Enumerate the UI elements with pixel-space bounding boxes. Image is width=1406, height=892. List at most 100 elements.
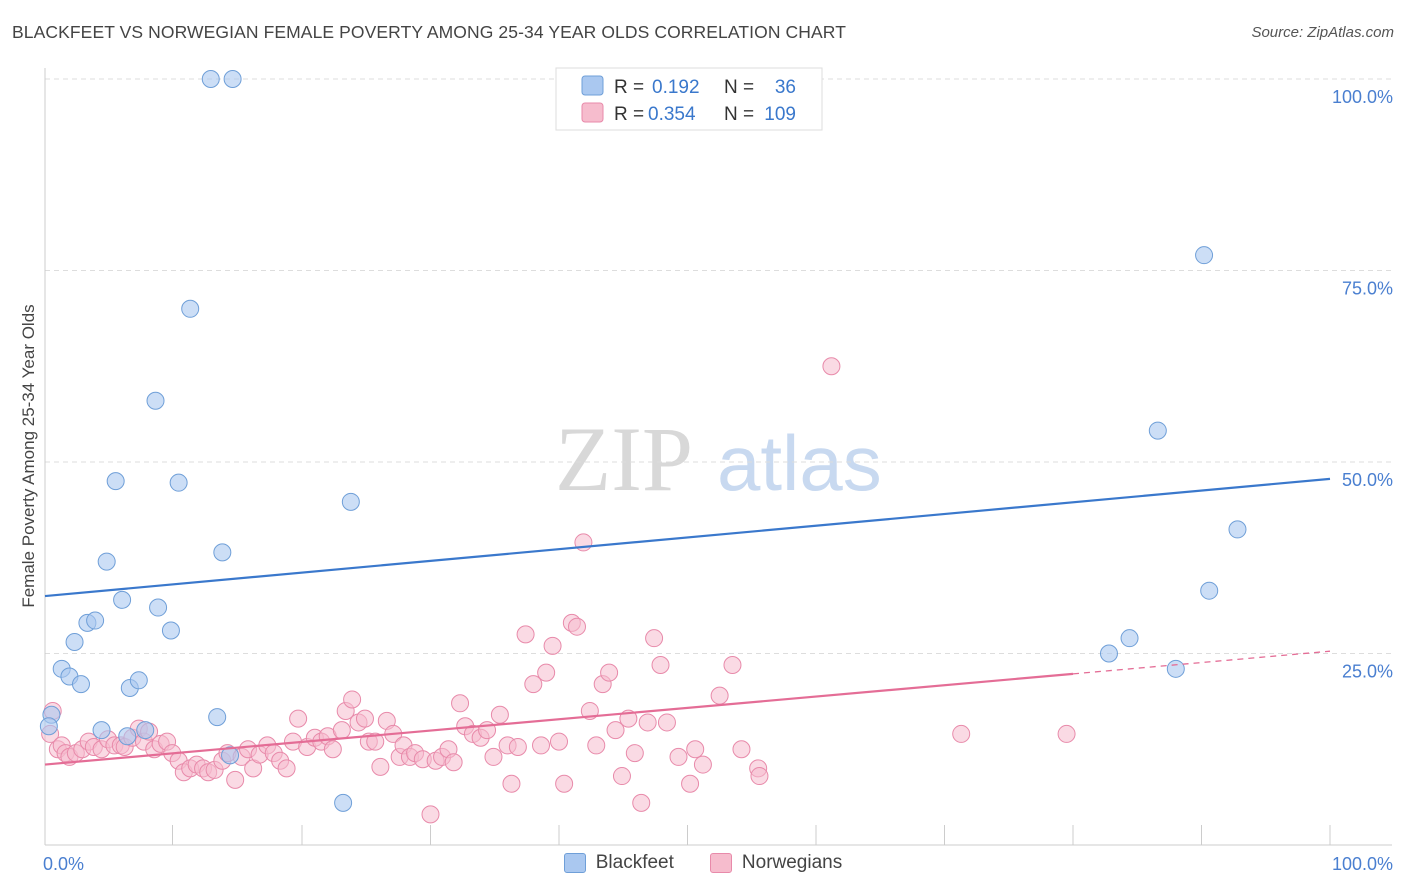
blackfeet-points: [39, 70, 1247, 812]
blackfeet-point: [118, 727, 137, 746]
source-label: Source: ZipAtlas.com: [1251, 24, 1394, 41]
blackfeet-point: [334, 793, 353, 812]
norwegians-point: [638, 713, 657, 732]
blackfeet-point: [1099, 644, 1118, 663]
norwegians-point: [651, 655, 670, 674]
legend-top-n-label-norwegians: N =: [724, 104, 754, 125]
y-axis-label: Female Poverty Among 25-34 Year Olds: [19, 304, 38, 607]
legend-top-r-label-blackfeet: R =: [614, 77, 644, 98]
norwegians-point: [366, 732, 385, 751]
norwegians-point: [732, 740, 751, 759]
blackfeet-point: [92, 721, 111, 740]
blackfeet-point: [86, 611, 105, 630]
norwegians-trend-line-extension: [1072, 650, 1331, 675]
norwegians-point: [371, 757, 390, 776]
legend-item-norwegians: Norwegians: [709, 852, 842, 874]
legend-top-swatch-norwegians: [581, 102, 604, 123]
blackfeet-point: [223, 70, 242, 88]
legend-top-n-value-norwegians: 109: [764, 104, 796, 125]
gridlines: [45, 78, 1392, 654]
norwegians-point: [686, 740, 705, 759]
norwegians-point: [537, 663, 556, 682]
x-tick-label-100: 100.0%: [1332, 854, 1393, 874]
norwegians-point: [343, 690, 362, 709]
norwegians-point: [723, 655, 742, 674]
norwegians-point: [524, 675, 543, 694]
blackfeet-point: [213, 543, 232, 562]
y-tick-label-100: 100.0%: [1332, 87, 1393, 107]
norwegians-point: [516, 625, 535, 644]
norwegians-point: [532, 736, 551, 755]
norwegians-point: [822, 357, 841, 376]
norwegians-point: [645, 629, 664, 648]
blackfeet-point: [1120, 629, 1139, 648]
blackfeet-point: [113, 590, 132, 609]
norwegians-point: [543, 636, 562, 655]
legend-item-blackfeet: Blackfeet: [563, 852, 674, 874]
y-tick-label-25: 25.0%: [1342, 662, 1393, 682]
norwegians-point: [1057, 724, 1076, 743]
blackfeet-point: [341, 492, 360, 511]
legend-swatch-norwegians: [709, 853, 732, 873]
y-tick-label-75: 75.0%: [1342, 279, 1393, 299]
blackfeet-point: [97, 552, 116, 571]
legend-swatch-blackfeet: [563, 853, 586, 873]
legend-top-swatch-blackfeet: [581, 75, 604, 96]
blackfeet-point: [1166, 659, 1185, 678]
norwegians-point: [332, 721, 351, 740]
legend-top-r-value-norwegians: 0.354: [648, 104, 696, 125]
watermark: ZIP atlas: [555, 408, 882, 510]
norwegians-point: [508, 737, 527, 756]
norwegians-point: [710, 686, 729, 705]
norwegians-point: [421, 805, 440, 824]
norwegians-point: [550, 732, 568, 751]
norwegians-point: [226, 770, 245, 789]
watermark-zip: ZIP: [555, 408, 693, 510]
norwegians-point: [681, 774, 700, 793]
blackfeet-point: [201, 70, 220, 88]
norwegians-point: [484, 747, 503, 766]
norwegians-point: [587, 736, 606, 755]
blackfeet-point: [1195, 246, 1214, 265]
norwegians-point: [567, 617, 586, 636]
norwegians-point: [632, 793, 651, 812]
legend-label-blackfeet: Blackfeet: [595, 852, 674, 873]
watermark-atlas: atlas: [717, 419, 882, 507]
legend-top-r-label-norwegians: R =: [614, 104, 644, 125]
norwegians-point: [750, 767, 769, 786]
legend-top-r-value-blackfeet: 0.192: [652, 77, 700, 98]
blackfeet-point: [1200, 581, 1219, 600]
x-tick-label-0: 0.0%: [43, 854, 84, 874]
norwegians-point: [277, 759, 296, 778]
norwegians-point: [555, 774, 574, 793]
blackfeet-point: [65, 633, 84, 652]
y-tick-label-50: 50.0%: [1342, 470, 1393, 490]
blackfeet-point: [149, 598, 168, 617]
trend-lines: [44, 477, 1331, 766]
norwegians-point: [693, 755, 712, 774]
norwegians-point: [625, 744, 644, 763]
norwegians-point: [612, 767, 631, 786]
norwegians-point: [502, 774, 521, 793]
blackfeet-point: [161, 621, 180, 640]
norwegians-point: [289, 709, 308, 728]
norwegians-point: [444, 753, 463, 772]
norwegians-point: [451, 694, 470, 713]
blackfeet-point: [208, 708, 227, 727]
norwegians-point: [669, 747, 688, 766]
blackfeet-point: [1228, 520, 1247, 539]
norwegians-point: [657, 713, 676, 732]
norwegians-point: [490, 705, 509, 724]
norwegians-trend-line: [44, 672, 1074, 766]
legend-bottom: Blackfeet Norwegians: [0, 852, 1406, 874]
blackfeet-point: [1148, 421, 1167, 440]
norwegians-point: [355, 709, 374, 728]
legend-top-n-value-blackfeet: 36: [775, 77, 796, 98]
norwegians-point: [606, 721, 625, 740]
blackfeet-point: [129, 671, 148, 690]
blackfeet-point: [136, 721, 155, 740]
chart-title: BLACKFEET VS NORWEGIAN FEMALE POVERTY AM…: [12, 22, 846, 42]
blackfeet-point: [169, 473, 188, 492]
blackfeet-point: [39, 717, 58, 736]
norwegians-point: [952, 724, 971, 743]
